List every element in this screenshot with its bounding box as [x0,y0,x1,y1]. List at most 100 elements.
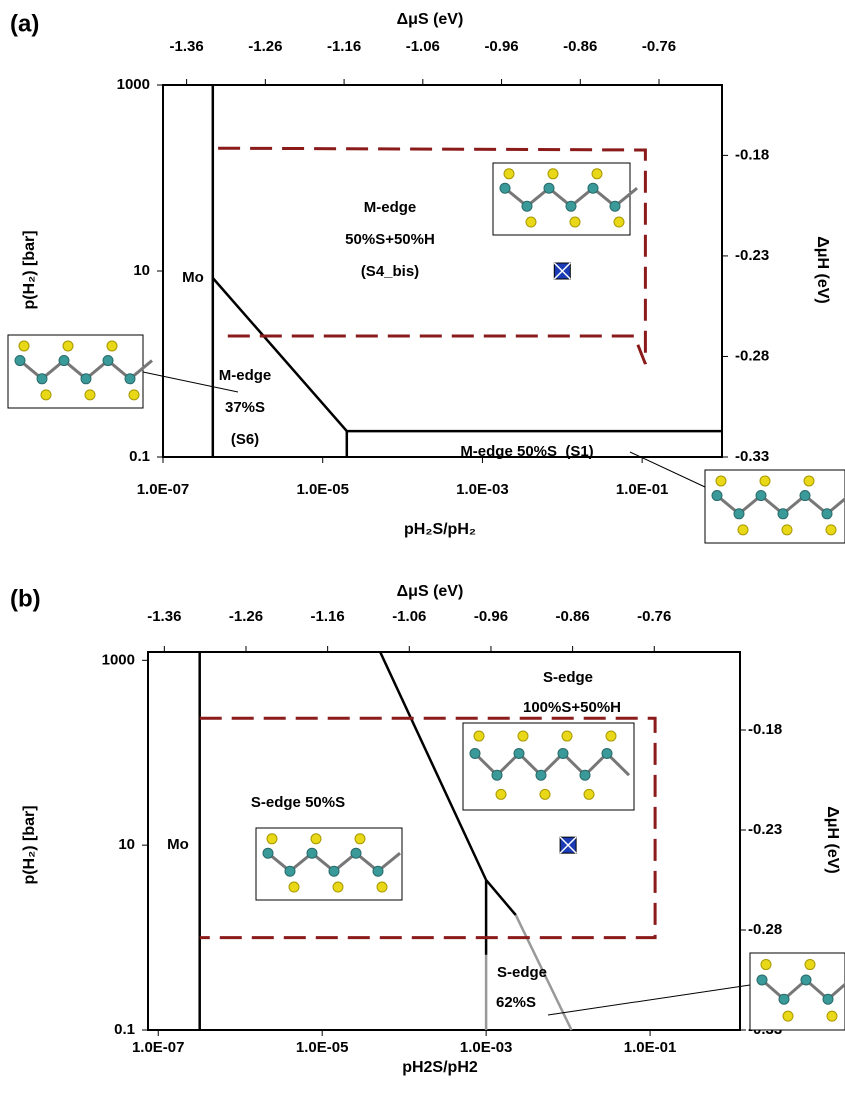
inset-atom [778,993,790,1005]
inset-atom [756,974,768,986]
x2-tick-label: -1.06 [406,38,440,55]
inset-atom [711,490,723,502]
leader-line [142,371,239,393]
inset-atom [733,508,745,520]
inset-atom [755,490,767,502]
inset-atom [503,168,515,180]
inset-atom [266,833,278,845]
inset-atom [800,974,812,986]
plot-frame [147,651,741,1031]
inset-atom [535,769,547,781]
inset-atom [803,475,815,487]
inset-atom [565,200,577,212]
x2-tick-label: -0.96 [474,608,508,625]
inset-atom [525,216,537,228]
inset-atom [587,182,599,194]
x2-tick-label: -0.96 [484,38,518,55]
x2-axis-title: ΔμS (eV) [397,11,464,28]
y-tick-label: 1000 [117,76,150,93]
inset-atom [821,508,833,520]
y-tick-label: 0.1 [129,448,150,465]
y-tick-label: 10 [118,836,135,853]
annotation: (S6) [231,431,259,448]
x2-tick-label: -1.16 [311,608,345,625]
annotation: S-edge [497,964,547,981]
x-tick-label: 1.0E-01 [616,481,669,498]
x-axis-title: pH₂S/pH₂ [404,521,476,538]
inset-atom [543,182,555,194]
inset-atom [18,340,30,352]
annotation: (S4_bis) [361,263,419,280]
marker [559,836,577,854]
y2-tick-label: -0.23 [735,247,769,264]
marker-cross [559,836,577,854]
inset-atom [517,730,529,742]
inset-atom [288,881,300,893]
y2-tick-label: -0.23 [748,821,782,838]
inset-atom [262,847,274,859]
inset-atom [469,747,481,759]
inset-atom [579,769,591,781]
annotation: 62%S [496,994,536,1011]
x2-tick-label: -1.36 [147,608,181,625]
inset-atom [609,200,621,212]
x-tick-label: 1.0E-03 [456,481,509,498]
y-axis-title: p(H₂) [bar] [21,805,38,884]
inset-atom [36,373,48,385]
marker-cross [553,262,571,280]
x2-axis-title: ΔμS (eV) [397,583,464,600]
inset-atom [591,168,603,180]
inset-atom [804,959,816,971]
inset-atom [332,881,344,893]
leader-line [629,451,706,488]
x2-tick-label: -1.06 [392,608,426,625]
y-tick-label: 1000 [102,651,135,668]
x2-tick-label: -1.26 [229,608,263,625]
inset-atom [799,490,811,502]
inset-atom [547,168,559,180]
inset-atom [539,788,551,800]
inset-atom [583,788,595,800]
phase-boundary [514,914,573,1031]
y-axis-title: p(H₂) [bar] [21,230,38,309]
inset-atom [495,788,507,800]
y2-axis-title: ΔμH (eV) [824,806,841,874]
region-outline [218,146,647,365]
inset-atom [499,182,511,194]
inset-atom [354,833,366,845]
x2-tick-label: -1.26 [248,38,282,55]
annotation: 100%S+50%H [523,699,621,716]
marker [553,262,571,280]
annotation: Mo [167,836,189,853]
inset-atom [284,865,296,877]
leader-line [547,984,751,1016]
y2-tick-label: -0.18 [735,146,769,163]
inset-atom [825,524,837,536]
inset-atom [782,1010,794,1022]
annotation: Mo [182,269,204,286]
inset-atom [715,475,727,487]
inset-atom [328,865,340,877]
y-tick-label: 0.1 [114,1021,135,1038]
y2-tick-label: -0.18 [748,721,782,738]
x-tick-label: 1.0E-05 [296,1039,349,1056]
inset-atom [826,1010,838,1022]
inset-atom [822,993,834,1005]
inset-atom [80,373,92,385]
inset-atom [777,508,789,520]
inset-atom [561,730,573,742]
annotation: 37%S [225,399,265,416]
inset-atom [310,833,322,845]
inset-atom [601,747,613,759]
inset-atom [350,847,362,859]
x-axis-title: pH2S/pH2 [402,1059,478,1076]
inset-atom [569,216,581,228]
inset-atom [760,959,772,971]
x2-tick-label: -1.36 [170,38,204,55]
x-tick-label: 1.0E-07 [132,1039,185,1056]
y2-tick-label: -0.28 [735,347,769,364]
inset-atom [473,730,485,742]
region-outline [199,716,657,940]
inset-atom [513,747,525,759]
